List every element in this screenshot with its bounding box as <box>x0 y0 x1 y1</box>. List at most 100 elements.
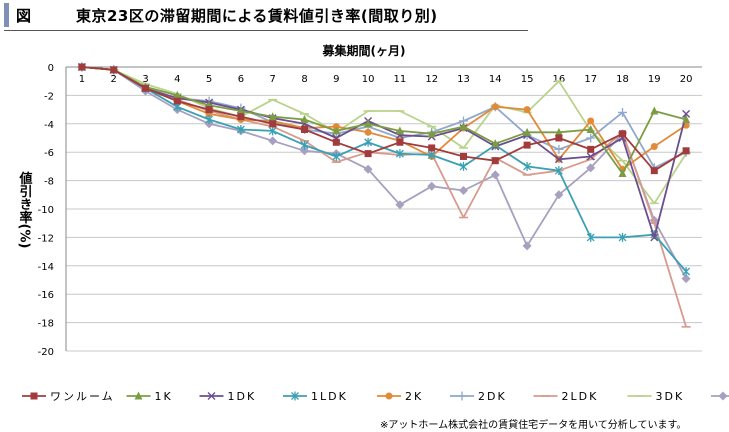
x-tick-label: 12 <box>425 74 438 85</box>
data-point <box>332 138 340 146</box>
data-point <box>586 232 595 242</box>
data-point <box>30 392 38 400</box>
y-tick-label: -12 <box>38 233 54 244</box>
legend-label: 2K <box>405 390 423 403</box>
data-point <box>364 128 372 136</box>
y-tick-label: -4 <box>44 120 54 131</box>
data-point <box>618 232 627 242</box>
grid-lines <box>66 94 702 352</box>
data-point <box>554 166 563 176</box>
axes: 0-2-4-6-8-10-12-14-16-18-201 2 3 4 5 6 7 8 9 10 11… <box>38 63 702 358</box>
data-point <box>110 66 118 74</box>
data-point <box>587 145 595 153</box>
x-tick-label: 3 <box>142 74 148 85</box>
data-point <box>490 170 500 180</box>
x-tick-label: 11 <box>394 74 407 85</box>
legend-label: 1DK <box>228 390 257 403</box>
legend-label: ワンルーム <box>50 390 115 403</box>
data-point <box>491 157 499 165</box>
data-point <box>396 138 404 146</box>
legend-label: 1K <box>155 390 173 403</box>
x-tick-label: 20 <box>680 74 693 85</box>
data-point <box>586 133 596 143</box>
data-point <box>457 391 467 401</box>
series <box>78 63 690 175</box>
series-line <box>81 66 687 280</box>
data-point <box>427 181 437 191</box>
series-line <box>81 66 687 328</box>
data-point <box>395 149 404 159</box>
legend-item: 2DK <box>450 390 507 403</box>
data-point <box>554 127 563 136</box>
x-tick-label: 16 <box>553 74 566 85</box>
legend-item: 3LDK <box>711 391 729 401</box>
data-point <box>491 139 500 148</box>
data-point <box>459 122 468 131</box>
x-tick-label: 14 <box>489 74 502 85</box>
series-group <box>77 62 691 328</box>
header-accent-bar <box>4 3 9 27</box>
legend-item: 3DK <box>627 390 685 403</box>
data-point <box>587 117 595 125</box>
data-point <box>237 113 245 121</box>
x-tick-label: 17 <box>584 74 597 85</box>
legend-label: 1LDK <box>311 390 348 403</box>
y-tick-label: 0 <box>48 63 54 74</box>
figure-label: 図 <box>16 7 32 25</box>
data-point <box>332 126 341 135</box>
data-point <box>586 152 595 161</box>
data-point <box>554 155 563 164</box>
data-point <box>618 169 627 177</box>
y-tick-label: -8 <box>44 177 54 188</box>
x-tick-label: 13 <box>457 74 470 85</box>
data-point <box>427 150 436 160</box>
data-point <box>205 106 213 114</box>
legend-label: 2DK <box>478 390 507 403</box>
data-point <box>300 140 309 150</box>
data-point <box>268 136 278 146</box>
legend-item: ワンルーム <box>22 390 115 403</box>
y-tick-label: -16 <box>38 290 54 301</box>
data-point <box>364 119 373 128</box>
data-point <box>332 151 341 161</box>
data-point <box>682 115 691 124</box>
data-point <box>459 186 468 196</box>
data-point <box>269 120 277 128</box>
data-point <box>236 124 245 134</box>
x-tick-label: 15 <box>521 74 534 85</box>
data-point <box>650 233 659 242</box>
data-point <box>142 84 149 92</box>
legend-item: 1DK <box>199 390 257 403</box>
legend-item: 2K <box>377 390 423 403</box>
data-point <box>650 143 658 151</box>
data-point <box>363 164 373 174</box>
data-point <box>523 106 531 114</box>
data-point <box>364 150 372 158</box>
x-tick-label: 8 <box>301 74 307 85</box>
data-point <box>522 241 532 251</box>
x-tick-label: 2 <box>111 74 117 85</box>
data-point <box>236 106 245 115</box>
header-underline <box>4 30 528 31</box>
legend-label: 3DK <box>656 390 685 403</box>
data-point <box>555 134 563 142</box>
legend-label: 2LDK <box>562 390 599 403</box>
x-tick-label: 6 <box>238 74 244 85</box>
series <box>77 62 691 276</box>
data-point <box>134 391 143 400</box>
series-line <box>81 66 687 172</box>
data-point <box>618 107 627 117</box>
data-point <box>291 391 299 401</box>
data-point <box>459 161 468 171</box>
x-tick-label: 4 <box>174 74 180 85</box>
y-axis-title: 値引き率(%) <box>17 171 34 248</box>
x-axis-title: 募集期間(ヶ月) <box>322 43 406 58</box>
y-tick-label: -10 <box>38 205 54 216</box>
data-point <box>395 200 405 210</box>
data-point <box>650 106 659 115</box>
data-point <box>523 161 532 171</box>
data-point <box>300 115 309 124</box>
data-point <box>554 144 564 154</box>
data-point <box>205 115 214 125</box>
